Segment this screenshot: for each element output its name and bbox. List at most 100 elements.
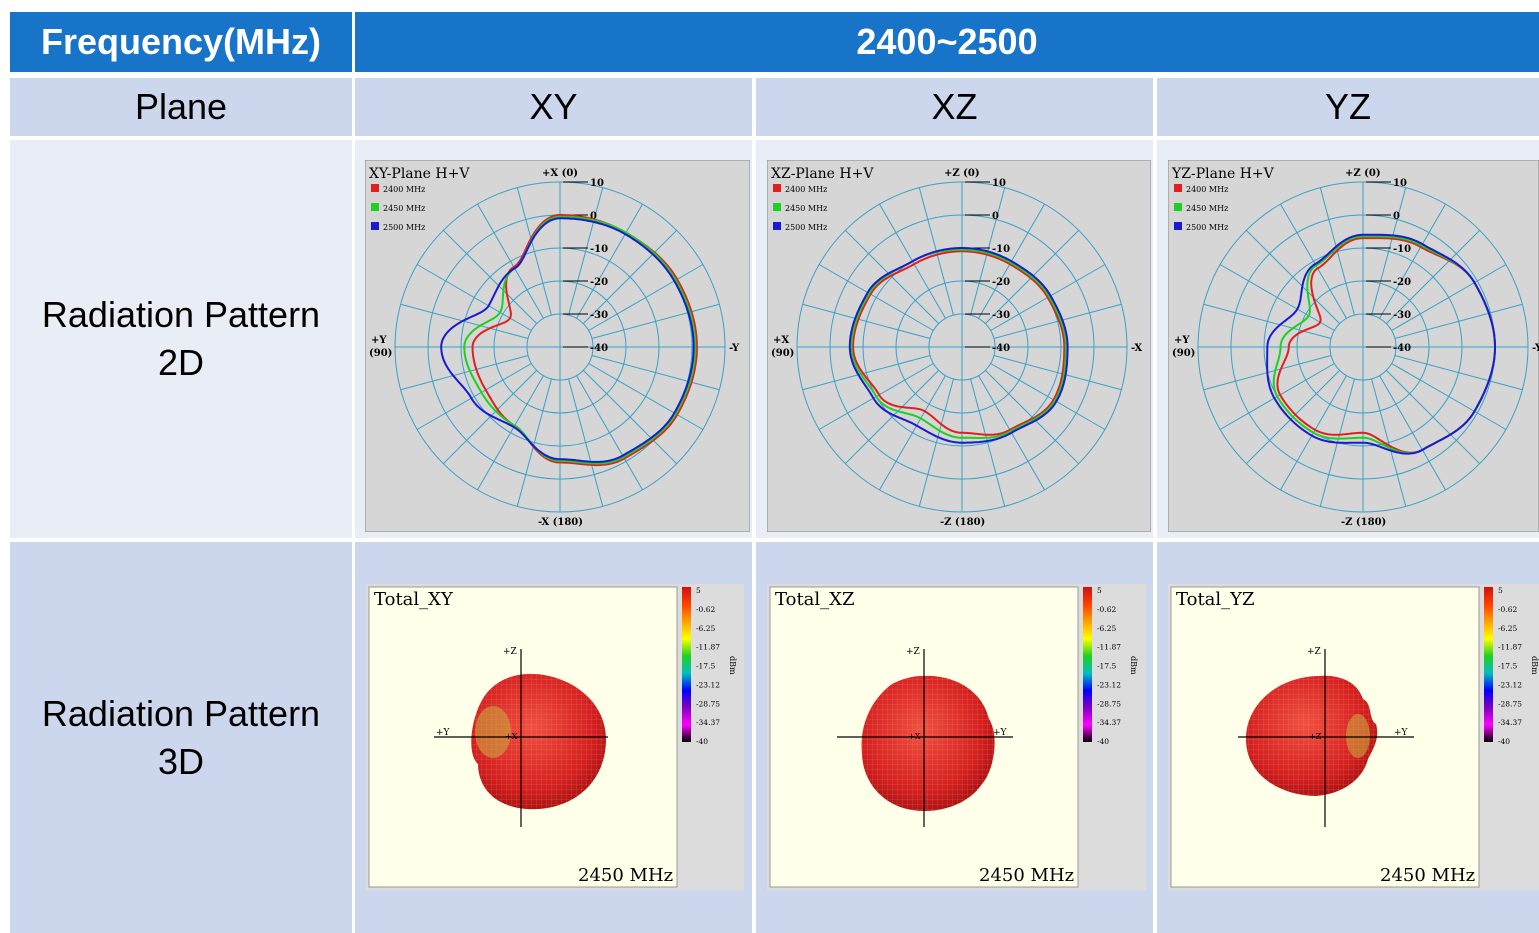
polar-spoke xyxy=(818,264,934,331)
legend-swatch xyxy=(371,222,379,230)
radiation-mesh xyxy=(861,675,995,811)
polar-spoke xyxy=(993,355,1122,391)
polar-spoke xyxy=(591,355,720,391)
colorbar-tick: -23.12 xyxy=(696,680,720,689)
colorbar-tick: -0.62 xyxy=(1097,605,1116,614)
ring-label: -40 xyxy=(590,343,608,354)
polar-spoke xyxy=(802,355,931,391)
colorbar xyxy=(682,587,691,742)
polar-spoke xyxy=(1379,203,1446,319)
colorbar-tick: -28.75 xyxy=(1097,699,1121,708)
pattern-trace-2 xyxy=(848,247,1069,444)
legend-swatch xyxy=(371,203,379,211)
polar-spoke xyxy=(990,363,1106,430)
axis-label-left: +Y xyxy=(436,728,451,738)
colorbar-tick: -23.12 xyxy=(1097,680,1121,689)
legend-label: 2500 MHz xyxy=(1186,223,1228,232)
frequency-header-value: 2400~2500 xyxy=(355,12,1539,72)
ring-label: 10 xyxy=(1393,178,1407,189)
axis-label-top: +Z xyxy=(906,647,920,657)
legend-label: 2450 MHz xyxy=(383,204,425,213)
axis-label-left-deg: (90) xyxy=(771,348,794,359)
colorbar-tick: 5 xyxy=(1498,586,1503,595)
ring-label: -20 xyxy=(590,277,608,288)
polar-spoke xyxy=(879,375,946,491)
radiation-2d-label-line1: Radiation Pattern xyxy=(41,294,321,335)
polar-spoke xyxy=(568,187,604,316)
polar-spoke xyxy=(918,378,954,507)
polar-spoke xyxy=(1385,369,1481,465)
colorbar-tick: 5 xyxy=(696,586,701,595)
plot-3d-yz: Total_YZ 2450 MHz +Z +Z +Y 5 -0.62 -6.25 -11.87 -… xyxy=(1168,584,1539,890)
ring-label: -10 xyxy=(590,244,608,255)
colorbar-tick: -17.5 xyxy=(696,662,715,671)
plane-xz: XZ xyxy=(756,78,1153,136)
polar-background xyxy=(1168,160,1539,532)
colorbar-tick: -6.25 xyxy=(1498,624,1517,633)
colorbar-unit: dBm xyxy=(1129,656,1138,675)
polar-spoke xyxy=(1245,229,1341,325)
legend-swatch xyxy=(1174,222,1182,230)
radiation-mesh xyxy=(471,673,606,810)
polar-plot-yz: 10 0 -10 -20 -30 -40 YZ-Plane H+V 2400 MHz 2450 … xyxy=(1168,160,1539,532)
plot3d-title: Total_XY xyxy=(374,589,454,610)
axis-label-center: +Z xyxy=(1309,732,1322,741)
colorbar-tick: -40 xyxy=(696,737,708,746)
radiation-3d-label-line1: Radiation Pattern xyxy=(41,692,321,734)
polar-spoke xyxy=(591,303,720,339)
radiation-mesh xyxy=(1246,675,1378,796)
legend-swatch xyxy=(1174,203,1182,211)
axis-label-left: +Y xyxy=(1174,335,1190,346)
polar-spoke xyxy=(1203,303,1332,339)
axis-label-top: +X (0) xyxy=(542,168,578,179)
axis-label-right: -Y xyxy=(1532,343,1539,354)
frequency-header-label: Frequency(MHz) xyxy=(10,12,352,72)
polar-spoke xyxy=(1391,264,1507,331)
polar-spoke xyxy=(442,369,538,465)
plot3d-title: Total_XZ xyxy=(775,589,855,610)
ring-label: 0 xyxy=(590,211,597,222)
polar-spoke xyxy=(1219,264,1335,331)
ring-label: 0 xyxy=(1393,211,1400,222)
axis-label-right: +Y xyxy=(1394,728,1409,738)
polar-spoke xyxy=(1385,229,1481,325)
polar-spoke xyxy=(568,378,604,507)
polar-title: XZ-Plane H+V xyxy=(771,166,874,182)
axis-label-bottom: -Z (180) xyxy=(940,517,985,528)
axis-label-right: +Y xyxy=(993,728,1008,738)
polar-title: YZ-Plane H+V xyxy=(1171,166,1275,182)
ring-label: -40 xyxy=(1393,343,1411,354)
polar-spoke xyxy=(576,375,643,491)
polar-spoke xyxy=(416,264,532,331)
axis-label-right: -X xyxy=(1131,343,1142,354)
legend-label: 2450 MHz xyxy=(785,204,827,213)
polar-spoke xyxy=(400,303,529,339)
axis-label-center: +X xyxy=(505,732,518,741)
colorbar-tick: -11.87 xyxy=(1097,643,1121,652)
ring-label: -20 xyxy=(1393,277,1411,288)
axis-label-left: +Y xyxy=(371,335,387,346)
ring-label: -10 xyxy=(992,244,1010,255)
axis-label-top: +Z (0) xyxy=(1345,168,1381,179)
ring-label: -40 xyxy=(992,343,1010,354)
legend-label: 2400 MHz xyxy=(785,185,827,194)
plane-xy: XY xyxy=(355,78,752,136)
colorbar-tick: -17.5 xyxy=(1097,662,1116,671)
legend-label: 2450 MHz xyxy=(1186,204,1228,213)
colorbar-tick: -28.75 xyxy=(696,699,720,708)
polar-spoke xyxy=(516,187,552,316)
ring-label: 10 xyxy=(590,178,604,189)
plot3d-frequency: 2450 MHz xyxy=(1380,865,1475,886)
polar-spoke xyxy=(582,369,678,465)
legend-label: 2400 MHz xyxy=(383,185,425,194)
colorbar-tick: -40 xyxy=(1097,737,1109,746)
polar-background xyxy=(767,160,1151,532)
radiation-null-region xyxy=(475,706,511,758)
pattern-trace-1 xyxy=(850,248,1067,439)
axis-label-top: +Z xyxy=(1307,647,1321,657)
colorbar-tick: -6.25 xyxy=(696,624,715,633)
plot-3d-xy: Total_XY 2450 MHz +Z +Y +X 5 -0.62 -6.25 -11.87 -… xyxy=(366,584,744,890)
polar-plot-xy: 10 0 -10 -20 -30 -40 XY-Plane H+V 2400 MHz 2450 … xyxy=(365,160,750,532)
ring-label: -10 xyxy=(1393,244,1411,255)
plot3d-frequency: 2450 MHz xyxy=(979,865,1074,886)
